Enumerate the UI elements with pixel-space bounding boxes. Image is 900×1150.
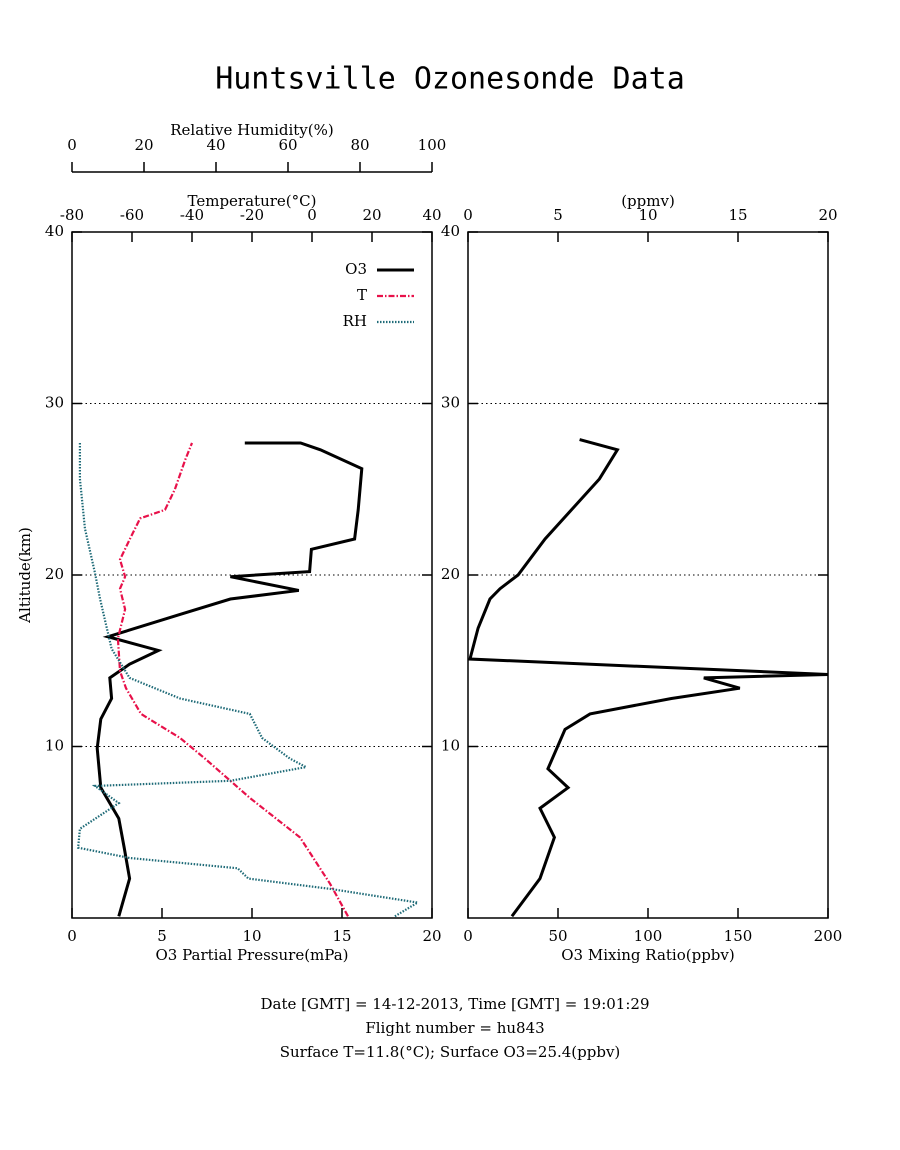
x-tick-label: 150 <box>724 927 753 945</box>
footer: Date [GMT] = 14-12-2013, Time [GMT] = 19… <box>260 995 649 1013</box>
y-tick-label: 20 <box>45 565 64 583</box>
footer: Flight number = hu843 <box>365 1019 544 1037</box>
y-tick-label: 30 <box>45 394 64 412</box>
profile-line <box>95 441 364 917</box>
x3-tick-label: 20 <box>134 136 153 154</box>
y-tick-label: 40 <box>45 222 64 240</box>
x2-tick-label: 10 <box>638 206 657 224</box>
y-tick-label: 30 <box>441 394 460 412</box>
x2-tick-label: 20 <box>362 206 381 224</box>
x3-tick-label: 40 <box>206 136 225 154</box>
x-axis-label: O3 Mixing Ratio(ppbv) <box>561 946 734 964</box>
x2-axis-label: Temperature(°C) <box>188 192 317 210</box>
x-tick-label: 20 <box>422 927 441 945</box>
y-tick-label: 40 <box>441 222 460 240</box>
x-tick-label: 0 <box>463 927 473 945</box>
x-tick-label: 15 <box>332 927 351 945</box>
y-axis-label: Altitude(km) <box>16 527 34 624</box>
x-tick-label: 200 <box>814 927 843 945</box>
x2-tick-label: 40 <box>422 206 441 224</box>
x2-tick-label: -80 <box>60 206 84 224</box>
x3-axis-label: Relative Humidity(%) <box>170 121 333 139</box>
x-tick-label: 100 <box>634 927 663 945</box>
x-tick-label: 50 <box>548 927 567 945</box>
x2-tick-label: 5 <box>553 206 563 224</box>
legend-label: RH <box>343 312 367 330</box>
x-tick-label: 10 <box>242 927 261 945</box>
y-tick-label: 10 <box>441 737 460 755</box>
profile-line <box>116 442 349 917</box>
x2-tick-label: -60 <box>120 206 144 224</box>
x2-tick-label: 0 <box>463 206 473 224</box>
legend-label: T <box>357 286 367 304</box>
title: Huntsville Ozonesonde Data <box>215 62 685 97</box>
x3-tick-label: 60 <box>278 136 297 154</box>
x-tick-label: 5 <box>157 927 167 945</box>
x2-tick-label: 20 <box>818 206 837 224</box>
footer: Surface T=11.8(°C); Surface O3=25.4(ppbv… <box>280 1043 621 1061</box>
legend-label: O3 <box>345 260 367 278</box>
x2-tick-label: 15 <box>728 206 747 224</box>
x3-tick-label: 80 <box>350 136 369 154</box>
x2-tick-label: 0 <box>307 206 317 224</box>
y-tick-label: 10 <box>45 737 64 755</box>
x-tick-label: 0 <box>67 927 77 945</box>
x-axis-label: O3 Partial Pressure(mPa) <box>155 946 348 964</box>
profile-line <box>468 438 829 918</box>
x2-tick-label: -20 <box>240 206 264 224</box>
x3-tick-label: 100 <box>418 136 447 154</box>
profile-line <box>76 442 421 918</box>
x3-tick-label: 0 <box>67 136 77 154</box>
y-tick-label: 20 <box>441 565 460 583</box>
x2-axis-label: (ppmv) <box>621 192 675 210</box>
x2-tick-label: -40 <box>180 206 204 224</box>
